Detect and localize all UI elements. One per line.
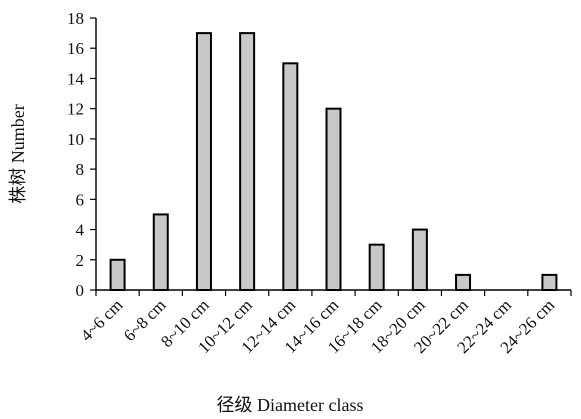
y-tick-label: 14: [67, 69, 85, 88]
y-tick-label: 0: [76, 281, 85, 300]
y-tick-label: 12: [67, 100, 84, 119]
y-tick-label: 10: [67, 130, 84, 149]
bar: [152, 213, 169, 291]
y-tick-label: 2: [76, 251, 85, 270]
y-tick-label: 6: [76, 190, 85, 209]
y-tick-label: 8: [76, 160, 85, 179]
bar: [109, 258, 126, 291]
y-tick-label: 18: [67, 9, 84, 28]
y-axis-ticks: 0 2 4 6 8 10 12 14 16 18: [67, 9, 96, 300]
bars: [109, 32, 558, 292]
bar: [541, 273, 558, 291]
bar: [325, 107, 342, 291]
y-tick-label: 4: [76, 221, 85, 240]
bar: [411, 228, 428, 291]
y-tick-label: 16: [67, 39, 84, 58]
x-tick-label: 4~6 cm: [77, 295, 127, 345]
bar: [282, 62, 299, 292]
x-axis-title: 径级 Diameter class: [217, 395, 364, 415]
bar: [239, 32, 256, 291]
bar: [368, 243, 385, 292]
y-axis-title: 株树 Number: [8, 104, 28, 203]
bar: [195, 32, 212, 291]
bar: [455, 273, 472, 291]
